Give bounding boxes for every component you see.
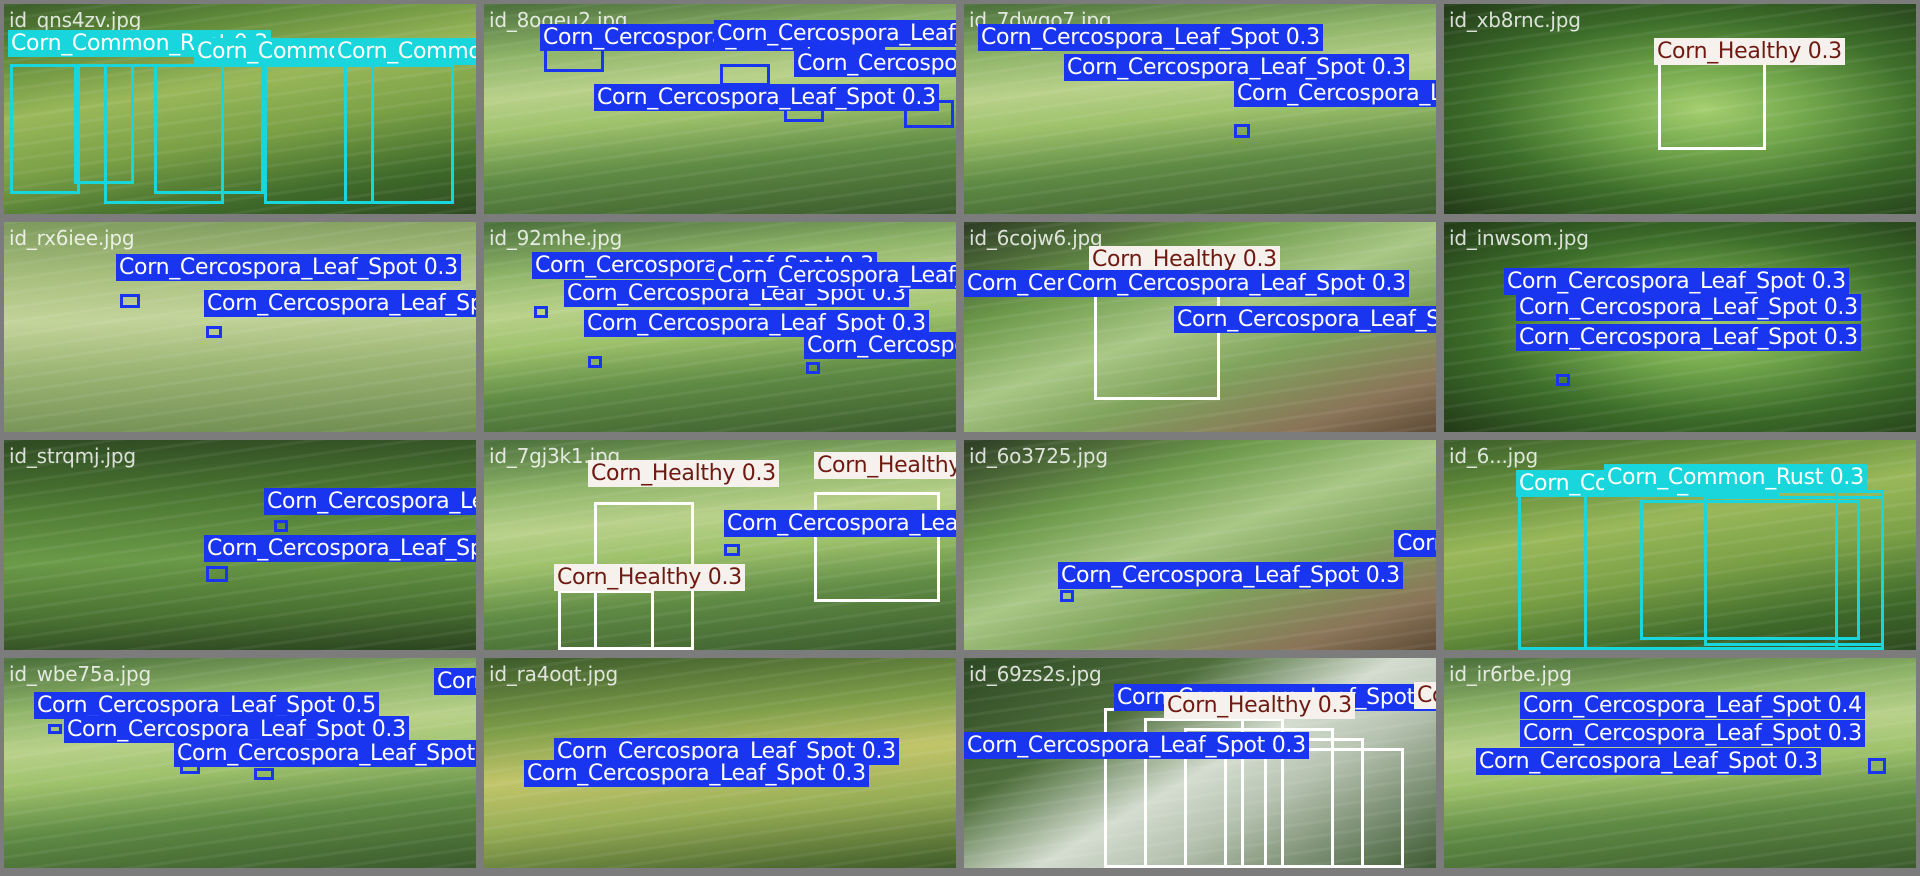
image-tile: id_6o3725.jpg Corn_Cercospora_Leaf_Spot 0… xyxy=(964,440,1436,650)
detection-box xyxy=(120,294,140,308)
image-tile: id_xb8rnc.jpg Corn_Healthy 0.3 xyxy=(1444,4,1916,214)
image-tile: id_7dwqo7.jpg Corn_Cercospora_Leaf_Spot 0… xyxy=(964,4,1436,214)
detection-box xyxy=(806,362,820,374)
detection-box xyxy=(1868,758,1886,774)
image-filename: id_6...jpg xyxy=(1449,444,1538,468)
detection-label: Corn_Healthy 0.3 xyxy=(1654,38,1845,65)
detection-label: Corn_Cercospora_Leaf_Spot 0.3 xyxy=(1476,748,1821,775)
detection-box xyxy=(264,64,374,204)
detection-label: Corn_Cercospora_Leaf_Spot 0.3 xyxy=(794,50,956,77)
image-filename: id_69zs2s.jpg xyxy=(969,662,1102,686)
detection-label: Corn_Cercospora_Leaf_Spot 0.3 xyxy=(1064,270,1409,297)
detection-label: Corn_Cercospora_Leaf_Spot 0.3 xyxy=(1504,268,1849,295)
detection-label: Corn_Cercospora_Leaf_Spot 0.5 xyxy=(34,692,379,719)
image-filename: id_rx6iee.jpg xyxy=(9,226,135,250)
detection-label: Corn_Cercospora_Leaf_Spot 0.3 xyxy=(964,732,1309,759)
detection-box xyxy=(10,64,80,194)
detection-label: Corn_Cercospora_Leaf_Spot 0.3 xyxy=(1516,294,1861,321)
image-tile: id_qns4zv.jpg Corn_Common_Rust 0.3 Corn_Co… xyxy=(4,4,476,214)
detection-label: Corn_Cercospora_Leaf_Spot 0.3 xyxy=(978,24,1323,51)
image-tile: id_wbe75a.jpg Corn_Cercospora_Leaf_Spot 0… xyxy=(4,658,476,868)
detection-box xyxy=(1658,62,1766,150)
image-filename: id_wbe75a.jpg xyxy=(9,662,152,686)
image-tile: id_ra4oqt.jpg Corn_Cercospora_Leaf_Spot 0… xyxy=(484,658,956,868)
detection-label: Corn_Cercospora_Leaf_Spot 0.3 xyxy=(524,760,869,787)
detection-label: Corn_Cercospora_Leaf_Spot 0.3 xyxy=(1064,54,1409,81)
detection-box xyxy=(720,64,770,86)
detection-label: Corn_Healthy 0.3 xyxy=(588,460,779,487)
detection-label: Corn_Cercospora_Leaf_Spot 0.3 xyxy=(804,332,956,359)
image-tile: id_6cojw6.jpg Corn_Healthy 0.3 Corn_Cercos… xyxy=(964,222,1436,432)
detection-label: Corn_Cercospora_Leaf_Spot 0.3 xyxy=(116,254,461,281)
detection-box xyxy=(1234,124,1250,138)
detection-label: Corn_Cercospora_Leaf_Spot 0.4 xyxy=(1520,692,1865,719)
detection-box xyxy=(534,306,548,318)
detection-label: Corn_Cercospora_Leaf_Spot 0.3 xyxy=(714,262,956,289)
detection-box xyxy=(344,64,454,204)
image-tile: id_8oqeu2.jpg Corn_Cercospora_Leaf_Spot 0… xyxy=(484,4,956,214)
detection-box xyxy=(206,566,228,582)
detection-box xyxy=(724,544,740,556)
detection-label: Corn_Cercospora_Leaf_Spot 0.3 xyxy=(1394,530,1436,557)
detection-label: Corn_Healthy 0.3 xyxy=(814,452,956,479)
image-tile: id_strqmj.jpg Corn_Cercospora_Leaf_Spot 0… xyxy=(4,440,476,650)
detection-box xyxy=(1640,500,1860,640)
image-filename: id_6o3725.jpg xyxy=(969,444,1108,468)
image-tile: id_69zs2s.jpg Corn_Cercospora_Leaf_Spot 0… xyxy=(964,658,1436,868)
detection-label: Corn_Healthy 0.4 xyxy=(1414,682,1436,709)
image-tile: id_ir6rbe.jpg Corn_Cercospora_Leaf_Spot 0… xyxy=(1444,658,1916,868)
detection-box xyxy=(48,724,62,734)
detection-label: Corn_Cercospora_Leaf_Spot 0.3 xyxy=(204,290,476,317)
detection-label: Corn_Cercospora_Leaf_Spot 0.3 xyxy=(174,740,476,767)
detection-box xyxy=(254,768,274,780)
detection-label: Corn_Healthy 0.3 xyxy=(1089,246,1280,273)
detection-label: Corn_Common_Rust 0.3 xyxy=(1604,464,1867,491)
detection-label: Corn_Cercospora_Leaf_Spot 0.3 xyxy=(1058,562,1403,589)
detection-box xyxy=(206,326,222,338)
detection-box xyxy=(588,356,602,368)
detection-label: Corn_Cercospora_Leaf_Spot 0.3 xyxy=(264,488,476,515)
image-filename: id_inwsom.jpg xyxy=(1449,226,1589,250)
image-filename: id_qns4zv.jpg xyxy=(9,8,142,32)
image-filename: id_xb8rnc.jpg xyxy=(1449,8,1581,32)
detection-label: Corn_Cercospora_Leaf_Spot 0.3 xyxy=(1234,80,1436,107)
image-filename: id_ra4oqt.jpg xyxy=(489,662,618,686)
detection-box xyxy=(814,492,940,602)
image-filename: id_6cojw6.jpg xyxy=(969,226,1103,250)
detection-box xyxy=(558,590,654,650)
detection-label: Corn_Cercospora_Leaf_Spot 0.3 xyxy=(64,716,409,743)
image-filename: id_92mhe.jpg xyxy=(489,226,623,250)
image-tile: id_rx6iee.jpg Corn_Cercospora_Leaf_Spot 0… xyxy=(4,222,476,432)
detection-box xyxy=(1704,496,1884,646)
image-tile: id_inwsom.jpg Corn_Cercospora_Leaf_Spot 0… xyxy=(1444,222,1916,432)
detection-label: Corn_Healthy 0.3 xyxy=(1164,692,1355,719)
image-tile: id_7gj3k1.jpg Corn_Healthy 0.3 Corn_Health… xyxy=(484,440,956,650)
detection-label: Corn_Cercospora_Leaf_Spot 0.3 xyxy=(204,535,476,562)
image-tile: id_92mhe.jpg Corn_Cercospora_Leaf_Spot 0.… xyxy=(484,222,956,432)
detection-label: Corn_Cercospora_Leaf_Spot 0.3 xyxy=(594,84,939,111)
detection-label: Corn_Common_Rust 0.3 xyxy=(334,38,476,65)
detection-label: Corn_Healthy 0.3 xyxy=(554,564,745,591)
detection-label: Corn_Cercospora_Leaf_Spot 0.3 xyxy=(434,668,476,695)
detection-box xyxy=(274,520,288,532)
leaf-photo xyxy=(964,440,1436,650)
detection-label: Corn_Cercospora_Leaf_Spot 0.3 xyxy=(1516,324,1861,351)
detection-label: Corn_Cercospora_Leaf_Spot 0.3 xyxy=(714,20,956,47)
image-filename: id_strqmj.jpg xyxy=(9,444,136,468)
detection-box xyxy=(154,64,264,194)
detection-label: Corn_Cercospora_Leaf_Spot 0.3 xyxy=(1520,720,1865,747)
detection-label: Corn_Cercospora_Leaf_Spot 0.3 xyxy=(724,510,956,537)
detection-box xyxy=(1556,374,1570,386)
detection-box xyxy=(1060,590,1074,602)
detection-label: Corn_Cercospora_Leaf_Spot 0.3 xyxy=(1174,306,1436,333)
detection-box xyxy=(1264,748,1404,868)
image-filename: id_ir6rbe.jpg xyxy=(1449,662,1572,686)
